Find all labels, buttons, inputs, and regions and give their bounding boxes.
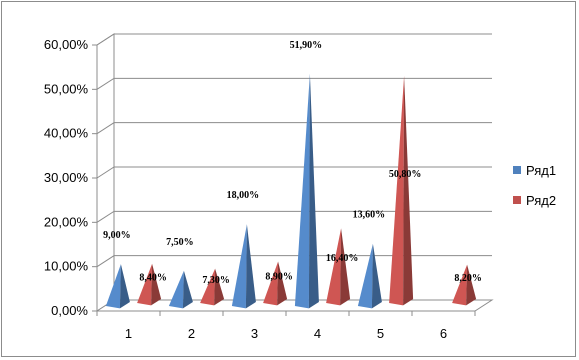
pyramid-face: [137, 263, 153, 306]
data-label: 9,00%: [103, 230, 131, 241]
pyramid-face: [308, 73, 319, 309]
pyramid-face: [105, 264, 121, 309]
x-tick-label: 2: [188, 326, 195, 341]
legend-label: Ряд1: [526, 163, 556, 178]
pyramid-face: [214, 268, 225, 306]
data-label: 50,80%: [389, 169, 422, 180]
pyramid-face: [168, 270, 184, 309]
gridlines: [96, 33, 492, 268]
data-label: 16,40%: [326, 253, 359, 264]
pyramid-bar-1-2: [168, 270, 193, 309]
y-tick-label: 40,00%: [44, 126, 89, 141]
legend-swatch: [513, 166, 521, 174]
y-tick-label: 10,00%: [44, 259, 89, 274]
gridline: [96, 166, 492, 179]
pyramid-bar-2-4: [326, 228, 351, 306]
pyramid-face: [245, 224, 256, 309]
x-axis-ticks: 1 2 3 4 5 6: [96, 311, 476, 341]
pyramid-face: [277, 261, 288, 306]
pyramid-face: [151, 263, 162, 306]
pyramid-face: [371, 243, 382, 309]
pyramid-face: [231, 224, 247, 309]
gridline: [96, 33, 492, 46]
pyramid-face: [466, 264, 477, 306]
data-label: 13,60%: [353, 210, 386, 221]
pyramid-face: [182, 270, 193, 309]
pyramid-bar-2-1: [137, 263, 162, 306]
legend: Ряд1 Ряд2: [513, 163, 556, 208]
gridline: [96, 255, 492, 268]
data-label: 8,40%: [139, 273, 167, 284]
x-tick-label: 5: [377, 326, 384, 341]
y-tick-label: 50,00%: [44, 81, 89, 96]
pyramid-bar-2-5: [389, 75, 414, 306]
pyramid-bar-2-6: [452, 264, 477, 306]
y-axis-ticks: 0,00% 10,00% 20,00% 30,00% 40,00% 50,00% 60,00…: [44, 37, 98, 318]
legend-item-2: Ряд2: [513, 193, 556, 208]
legend-swatch: [513, 196, 521, 204]
data-label: 8,90%: [265, 271, 293, 282]
legend-label: Ряд2: [526, 193, 556, 208]
data-label: 7,50%: [166, 237, 194, 248]
pyramid-bar-1-1: [105, 264, 130, 309]
pyramid-face: [294, 73, 310, 309]
pyramid-face: [357, 243, 373, 309]
y-tick-label: 20,00%: [44, 214, 89, 229]
pyramid-bar-2-2: [200, 268, 225, 306]
chart-marks: [105, 73, 477, 309]
pyramid-face: [200, 268, 216, 306]
pyramid-face: [119, 264, 130, 309]
gridline: [96, 122, 492, 135]
x-tick-label: 6: [440, 326, 447, 341]
legend-item-1: Ряд1: [513, 163, 556, 178]
y-tick-label: 0,00%: [51, 303, 88, 318]
x-tick-label: 1: [125, 326, 132, 341]
pyramid-face: [263, 261, 279, 306]
chart-walls: [95, 33, 494, 312]
y-tick-label: 30,00%: [44, 170, 89, 185]
pyramid-bar-1-5: [357, 243, 382, 309]
pyramid-bar-1-3: [231, 224, 256, 309]
pyramid-face: [389, 75, 405, 306]
data-label: 7,30%: [202, 275, 230, 286]
data-label: 18,00%: [227, 190, 260, 201]
pyramid-face: [403, 75, 414, 306]
data-label: 8,20%: [454, 273, 482, 284]
x-tick-label: 3: [251, 326, 258, 341]
data-labels: 9,00% 8,40% 7,50% 7,30% 18,00% 8,90% 51,90% 16,…: [103, 40, 482, 286]
pyramid-face: [340, 228, 351, 306]
pyramid-face: [326, 228, 342, 306]
data-label: 51,90%: [290, 40, 323, 51]
pyramid-bar-2-3: [263, 261, 288, 306]
gridline: [96, 77, 492, 90]
pyramid-face: [452, 264, 468, 306]
gridline: [96, 210, 492, 223]
y-tick-label: 60,00%: [44, 37, 89, 52]
pyramid-bar-1-4: [294, 73, 319, 309]
x-tick-label: 4: [314, 326, 321, 341]
